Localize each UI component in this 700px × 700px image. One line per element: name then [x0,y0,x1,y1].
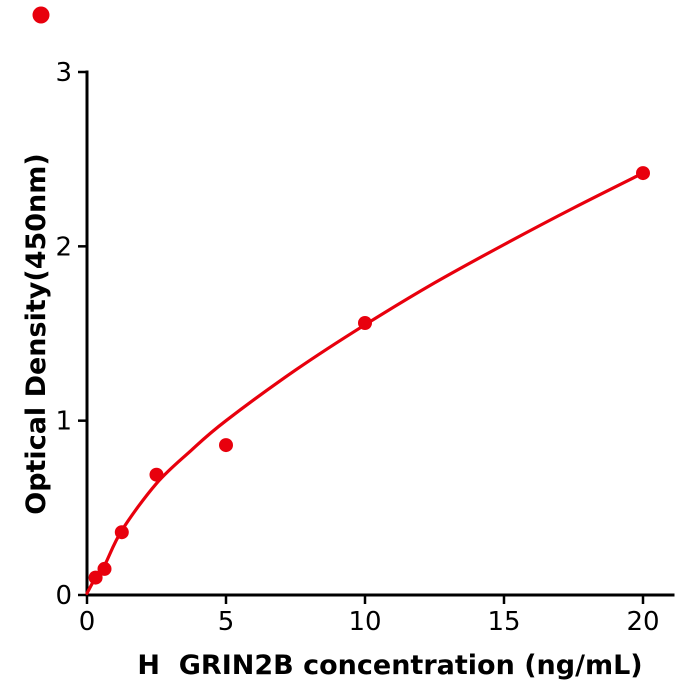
red-dot-marker [32,6,50,24]
data-point [219,438,233,453]
y-tick-label: 1 [55,407,72,437]
data-point [88,570,103,585]
x-axis-title: H GRIN2B concentration (ng/mL) [137,650,642,681]
data-points [88,166,650,585]
data-point [97,561,112,576]
y-axis-title: Optical Density(450nm) [21,153,52,515]
y-tick-label: 0 [55,581,72,611]
x-tick-label: 20 [626,607,659,637]
y-tick-label: 3 [55,58,72,88]
data-point [114,525,129,540]
data-point [358,316,372,330]
x-tick-label: 0 [79,607,96,637]
data-point [636,166,650,181]
x-tick-label: 10 [348,607,381,637]
y-axis-ticks [78,70,87,597]
x-tick-label: 5 [218,607,235,637]
x-axis-tick-labels: 0 5 10 15 20 [79,607,660,637]
y-tick-label: 2 [55,232,72,262]
y-axis-tick-labels: 0 1 2 3 [55,58,72,611]
x-axis-ticks [85,595,645,604]
data-point [149,467,164,482]
x-tick-label: 15 [487,607,520,637]
